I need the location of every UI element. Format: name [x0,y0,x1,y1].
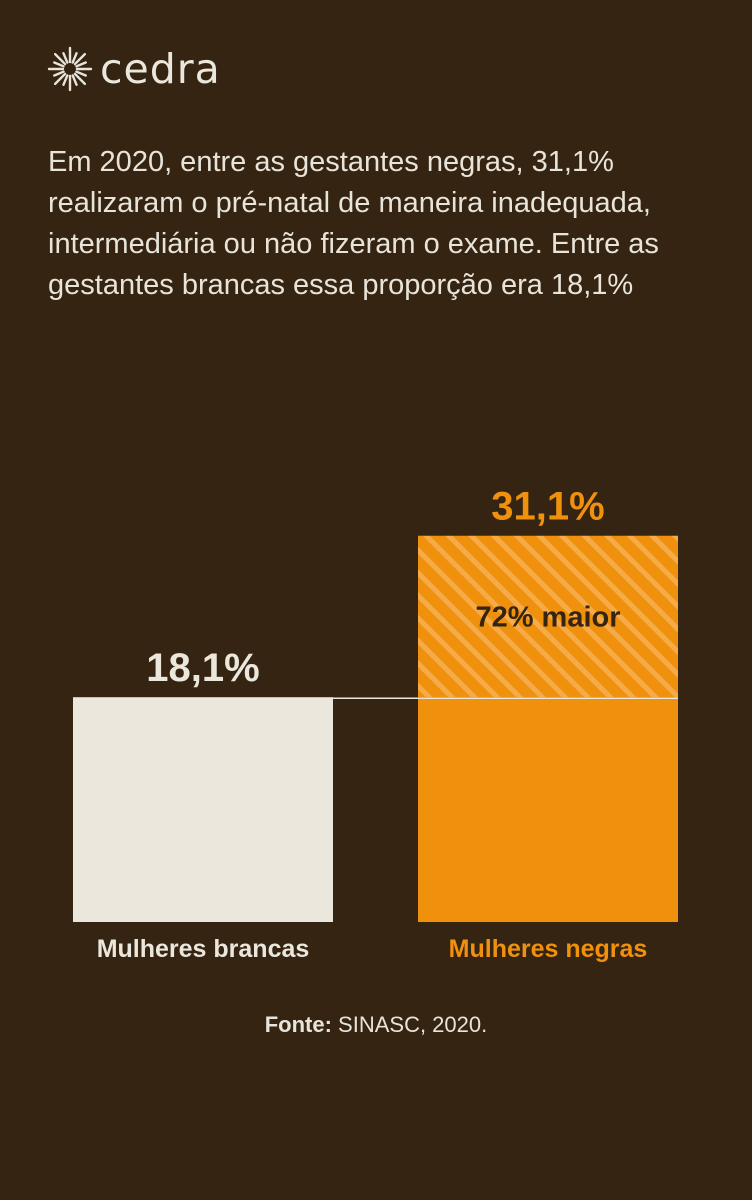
bar-mulheres-negras [418,697,678,922]
sunburst-ray [53,61,65,68]
bar-difference-hatched [418,535,678,698]
sunburst-ray [73,52,87,66]
value-label: 18,1% [146,646,259,690]
intro-paragraph: Em 2020, entre as gestantes negras, 31,1… [48,146,659,301]
sunburst-ray [71,74,78,86]
brand-name: cedra [100,45,221,93]
category-label: Mulheres brancas [97,935,310,963]
brand-logo: cedra [46,44,221,94]
source-note: Fonte: SINASC, 2020. [0,1012,752,1038]
sunburst-ray [75,61,87,68]
bar-chart: 18,1% 31,1% 72% maior Mulheres brancas Mulhe… [73,485,678,963]
category-label: Mulheres negras [449,935,648,963]
sunburst-ray [62,52,69,64]
sunburst-ray [73,72,87,86]
sunburst-icon [47,46,93,92]
sunburst-ray [71,52,78,64]
source-label: Fonte: [264,1012,332,1037]
sunburst-ray [53,70,65,77]
value-label: 31,1% [491,485,604,529]
sunburst-ray [62,74,69,86]
sunburst-ray [53,72,67,86]
sunburst-ray [53,52,67,66]
sunburst-ray [75,70,87,77]
annotation-label: 72% maior [475,601,620,633]
bar-mulheres-brancas [73,697,333,922]
source-text: SINASC, 2020. [331,1012,488,1037]
